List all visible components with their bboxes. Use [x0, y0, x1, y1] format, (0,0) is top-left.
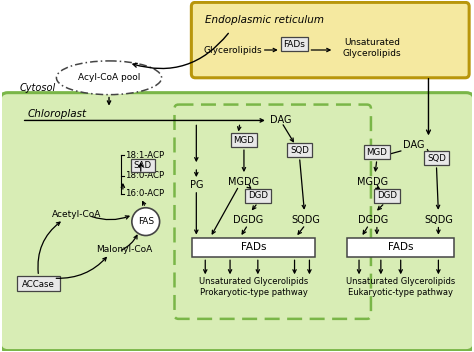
Text: DGDG: DGDG: [358, 215, 388, 225]
Text: SQDG: SQDG: [291, 215, 320, 225]
Text: PG: PG: [190, 180, 203, 190]
Text: SQDG: SQDG: [424, 215, 453, 225]
FancyBboxPatch shape: [17, 276, 60, 291]
Text: Endoplasmic reticulum: Endoplasmic reticulum: [205, 15, 324, 25]
Text: Eukaryotic-type pathway: Eukaryotic-type pathway: [348, 288, 453, 297]
Text: ACCase: ACCase: [22, 279, 55, 289]
Text: FAS: FAS: [137, 217, 154, 226]
Text: Unsaturated Glycerolipids: Unsaturated Glycerolipids: [346, 277, 456, 286]
Text: FADs: FADs: [241, 243, 266, 252]
Text: SAD: SAD: [134, 161, 152, 170]
Text: Glycerolipids: Glycerolipids: [204, 45, 262, 55]
Text: Unsaturated
Glycerolipids: Unsaturated Glycerolipids: [343, 38, 401, 58]
Text: FADs: FADs: [388, 243, 413, 252]
Circle shape: [132, 208, 160, 235]
FancyBboxPatch shape: [364, 145, 390, 159]
Text: Chloroplast: Chloroplast: [27, 109, 87, 119]
Text: Acetyl-CoA: Acetyl-CoA: [52, 210, 101, 219]
Text: DGDG: DGDG: [233, 215, 263, 225]
FancyBboxPatch shape: [192, 238, 315, 257]
FancyBboxPatch shape: [287, 143, 312, 157]
Text: MGDG: MGDG: [228, 177, 259, 187]
FancyBboxPatch shape: [0, 93, 474, 351]
Text: 18:1-ACP: 18:1-ACP: [125, 151, 164, 160]
Ellipse shape: [56, 61, 162, 95]
Text: MGDG: MGDG: [357, 177, 389, 187]
Text: DAG: DAG: [270, 115, 291, 125]
Text: DGD: DGD: [377, 191, 397, 200]
FancyBboxPatch shape: [191, 2, 469, 78]
FancyBboxPatch shape: [245, 189, 271, 203]
Text: Unsaturated Glycerolipids: Unsaturated Glycerolipids: [199, 277, 309, 286]
Text: FADs: FADs: [283, 39, 305, 49]
FancyBboxPatch shape: [347, 238, 454, 257]
FancyBboxPatch shape: [231, 133, 257, 147]
Text: DAG: DAG: [403, 140, 424, 150]
Text: SQD: SQD: [290, 146, 309, 155]
Text: MGD: MGD: [234, 136, 255, 145]
FancyBboxPatch shape: [281, 37, 309, 51]
Text: SQD: SQD: [427, 153, 446, 163]
FancyBboxPatch shape: [423, 151, 449, 165]
Text: Prokaryotic-type pathway: Prokaryotic-type pathway: [200, 288, 308, 297]
FancyBboxPatch shape: [131, 159, 155, 171]
FancyBboxPatch shape: [374, 189, 400, 203]
Text: 16:0-ACP: 16:0-ACP: [125, 189, 164, 199]
Text: Cytosol: Cytosol: [20, 83, 56, 93]
Text: DGD: DGD: [248, 191, 268, 200]
Text: Malonyl-CoA: Malonyl-CoA: [96, 245, 152, 254]
Text: Acyl-CoA pool: Acyl-CoA pool: [78, 73, 140, 82]
Text: 18:0-ACP: 18:0-ACP: [125, 171, 164, 181]
Text: MGD: MGD: [366, 148, 387, 157]
